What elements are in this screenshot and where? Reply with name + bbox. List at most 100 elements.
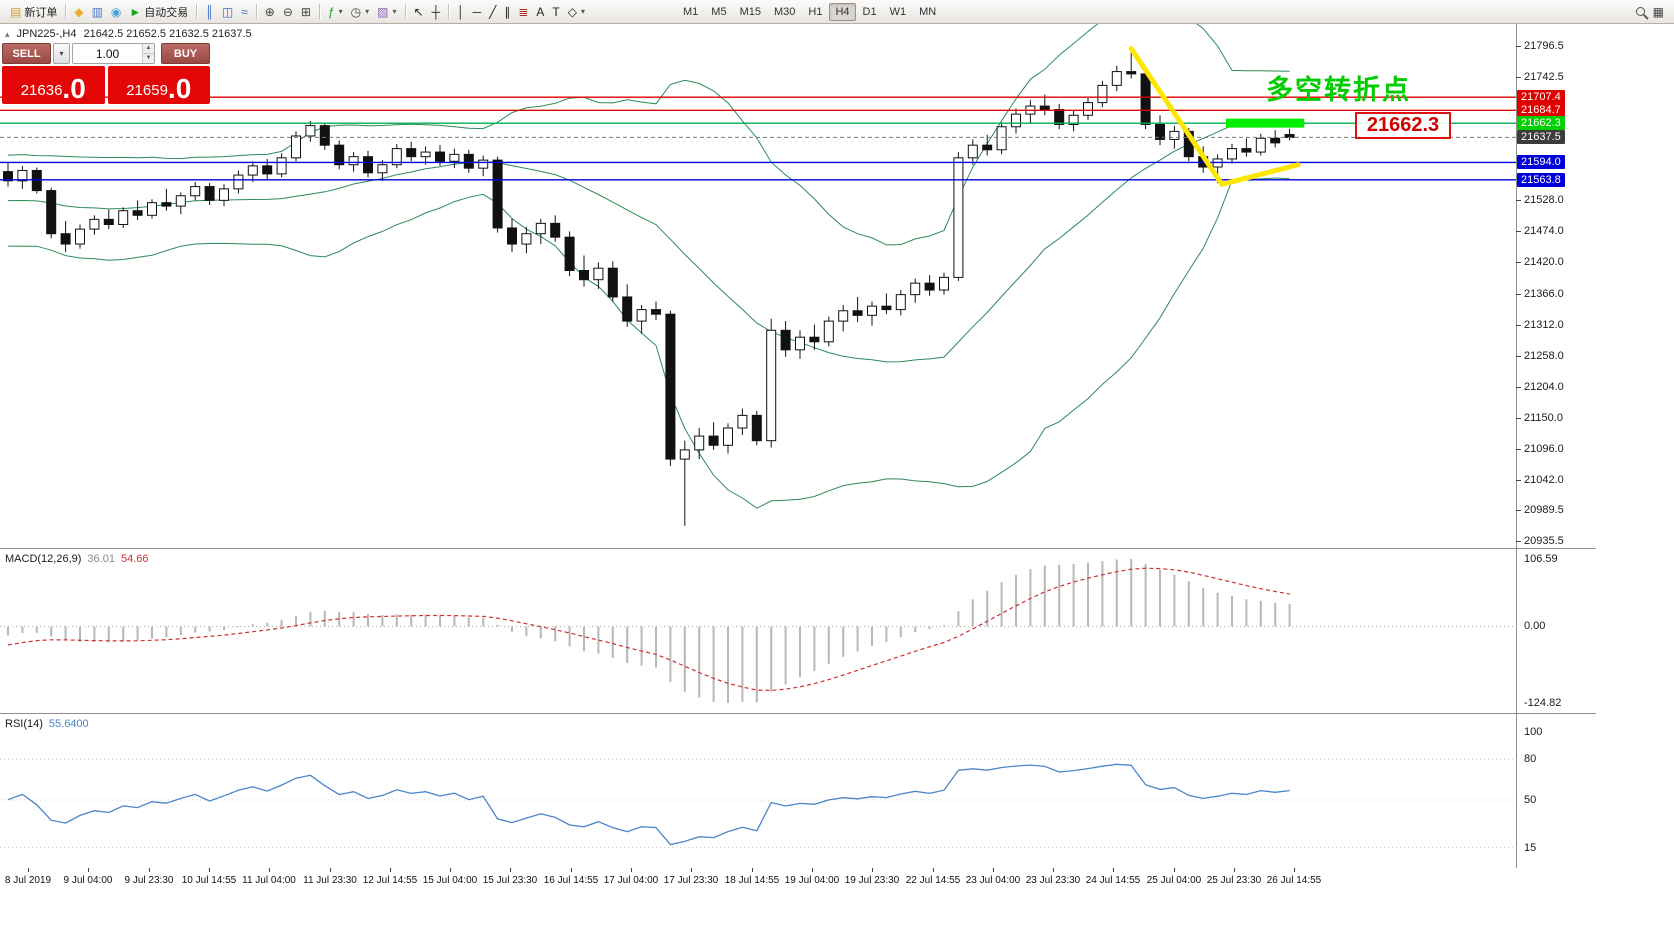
volume-value[interactable]: 1.00: [95, 46, 120, 61]
time-axis[interactable]: 8 Jul 2019 9 Jul 04:00 9 Jul 23:30 10 Jul 1…: [0, 868, 1596, 894]
toolbar-cursor-button[interactable]: ↖: [410, 2, 428, 22]
toolbar-zoom-in-button[interactable]: ⊕: [261, 2, 279, 22]
time-axis-tick: [933, 868, 934, 872]
bid-price-button[interactable]: 21636 .0: [2, 66, 105, 104]
timeframe-m1-button[interactable]: M1: [683, 5, 699, 18]
candle: [132, 200, 143, 220]
time-axis-tick: [330, 868, 331, 872]
pane-separator[interactable]: [0, 548, 1596, 549]
toolbar-chart-candles-button[interactable]: ◫: [218, 2, 237, 22]
rsi-label: RSI(14) 55.6400: [5, 718, 89, 730]
toolbar-zoom-out-button[interactable]: ⊖: [279, 2, 297, 22]
timeframe-d1-button[interactable]: D1: [862, 5, 877, 18]
toolbar-chart-line-button[interactable]: ≈: [237, 2, 252, 22]
chart-candles-icon: ◫: [221, 4, 234, 19]
time-axis-label: 11 Jul 04:00: [242, 875, 296, 886]
toolbar-shapes-button[interactable]: ◇ ▾: [564, 2, 589, 22]
macd-value: 36.01: [87, 553, 115, 565]
price-axis-label: 21204.0: [1524, 381, 1564, 393]
toolbar-tile-windows-button[interactable]: ⊞: [297, 2, 315, 22]
time-axis-label: 17 Jul 23:30: [663, 875, 719, 886]
trendline-icon: ╱: [489, 4, 497, 19]
price-tag: 21637.5: [1517, 130, 1565, 144]
highlight-bar-annotation[interactable]: [1226, 118, 1305, 128]
candle: [593, 262, 604, 289]
horizontal-line-icon: ─: [472, 4, 482, 19]
toolbar-vertical-line-button[interactable]: │: [453, 2, 469, 22]
trendline-annotation[interactable]: [1128, 46, 1301, 187]
toolbar-profiles-button[interactable]: ◆: [70, 2, 87, 22]
candle: [1155, 115, 1165, 146]
toolbar-navigator-button[interactable]: ◉: [107, 2, 125, 22]
candle: [1284, 128, 1295, 141]
volume-input[interactable]: 1.00 ▲ ▼: [72, 43, 155, 64]
time-axis-label: 9 Jul 04:00: [63, 875, 113, 886]
time-axis-tick: [691, 868, 692, 872]
macd-axis-label: -124.82: [1524, 697, 1562, 709]
pane-separator[interactable]: [0, 713, 1596, 714]
timeframe-mn-button[interactable]: MN: [919, 5, 937, 18]
order-type-dropdown[interactable]: ▾: [53, 43, 70, 64]
candle: [967, 139, 978, 165]
candle: [363, 150, 373, 178]
toolbar-trendline-button[interactable]: ╱: [485, 2, 500, 22]
time-axis-tick: [571, 868, 572, 872]
candle: [521, 226, 532, 254]
toolbar-text-label-button[interactable]: T: [548, 2, 563, 22]
toolbar-templates-button[interactable]: ▨ ▾: [373, 2, 400, 22]
toolbar-auto-trading-button[interactable]: ► 自动交易: [125, 2, 192, 22]
spin-up-icon[interactable]: ▲: [143, 44, 154, 54]
time-axis-label: 9 Jul 23:30: [124, 875, 174, 886]
time-axis-label: 19 Jul 04:00: [784, 875, 840, 886]
timeframe-toolbar: M1 M5 M15 M30 H1 H4 D1 W1 MN: [677, 2, 942, 21]
time-axis-tick: [812, 868, 813, 872]
timeframe-m5-button[interactable]: M5: [711, 5, 727, 18]
price-axis-tick: [1516, 46, 1521, 47]
cursor-icon: ↖: [413, 4, 424, 19]
toolbar-equidistant-channel-button[interactable]: ∥: [500, 2, 514, 22]
text-label-icon: T: [552, 4, 560, 19]
caret-down-icon: ▾: [365, 7, 370, 16]
timeframe-h1-button[interactable]: H1: [808, 5, 823, 18]
volume-spinner[interactable]: ▲ ▼: [142, 44, 154, 63]
candle: [449, 148, 460, 169]
candle: [852, 296, 863, 323]
rsi-pane[interactable]: [0, 714, 1516, 868]
toolbar-chart-bars-button[interactable]: ║: [201, 2, 218, 22]
price-callout-annotation[interactable]: 21662.3: [1355, 112, 1451, 139]
candle: [1241, 138, 1252, 157]
toolbar-indicators-button[interactable]: ƒ ▾: [324, 2, 347, 22]
spin-down-icon[interactable]: ▼: [143, 54, 154, 63]
toolbar-fibonacci-button[interactable]: ≣: [514, 2, 532, 22]
buy-button[interactable]: BUY: [161, 43, 210, 64]
candle: [895, 290, 906, 316]
timeframe-m30-button[interactable]: M30: [773, 5, 796, 18]
search-icon: [1635, 7, 1645, 16]
chart-line-icon: ≈: [241, 4, 248, 19]
toolbar-search-button[interactable]: [1632, 2, 1649, 22]
macd-pane[interactable]: [0, 549, 1516, 713]
price-axis-tick: [1516, 480, 1521, 481]
toolbar-text-button[interactable]: A: [532, 2, 548, 22]
timeframe-m15-button[interactable]: M15: [739, 5, 761, 18]
candle: [1169, 125, 1180, 149]
toolbar-quick-navigation-button[interactable]: ▦: [1649, 2, 1668, 22]
price-axis-tick: [1516, 418, 1521, 419]
sell-button[interactable]: SELL: [2, 43, 51, 64]
candle: [838, 304, 849, 332]
toolbar-horizontal-line-button[interactable]: ─: [469, 2, 486, 22]
time-axis-label: 25 Jul 23:30: [1206, 875, 1262, 886]
toolbar-periods-button[interactable]: ◷ ▾: [347, 2, 374, 22]
ask-price-button[interactable]: 21659 .0: [107, 66, 210, 104]
auto-trading-icon: ►: [129, 4, 142, 19]
timeframe-w1-button[interactable]: W1: [889, 5, 907, 18]
toolbar-crosshair-button[interactable]: ┼: [428, 2, 445, 22]
toolbar-new-order-button[interactable]: ▤ 新订单: [6, 2, 61, 22]
time-axis-tick: [631, 868, 632, 872]
candle: [233, 170, 244, 194]
toolbar-market-watch-button[interactable]: ▥: [88, 2, 107, 22]
timeframe-h4-button[interactable]: H4: [829, 2, 856, 21]
price-chart[interactable]: [0, 24, 1516, 548]
one-click-toggle-icon[interactable]: ▴: [5, 28, 10, 39]
turning-point-annotation[interactable]: 多空转折点: [1266, 75, 1411, 105]
